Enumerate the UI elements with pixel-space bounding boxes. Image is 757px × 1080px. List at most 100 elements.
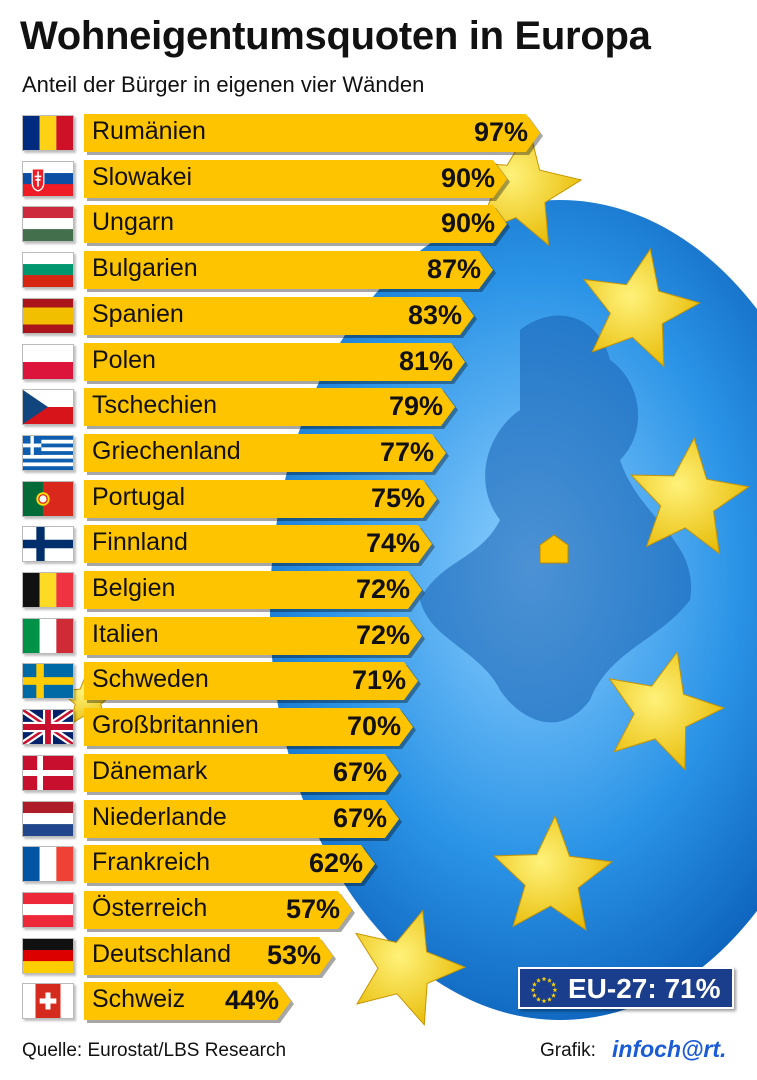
value-label: 97%: [473, 117, 528, 147]
bar: [84, 571, 422, 609]
it-flag-icon: [22, 618, 74, 654]
bar: [84, 525, 432, 563]
value-label: 81%: [398, 346, 453, 376]
dk-flag-icon: [22, 755, 74, 791]
eu-mini-star: [547, 996, 552, 1002]
eu-star: [492, 814, 614, 931]
eu-star: [354, 909, 467, 1027]
bar-row: Schweden 71%: [0, 662, 757, 700]
value-label: 74%: [365, 528, 420, 558]
bar-row: Portugal 75%: [0, 480, 757, 518]
eu-flag-icon: [530, 976, 558, 1004]
value-label: 67%: [332, 757, 387, 787]
bar: [84, 845, 375, 883]
bar: [84, 388, 455, 426]
bar-row: Großbritannien 70%: [0, 708, 757, 746]
bar-row: Spanien 83%: [0, 297, 757, 335]
category-label: Griechenland: [92, 437, 241, 465]
fr-flag-icon: [22, 846, 74, 882]
category-label: Bulgarien: [92, 254, 198, 282]
category-label: Belgien: [92, 574, 176, 602]
eu-star: [608, 650, 726, 771]
ro-flag-icon: [22, 115, 74, 151]
value-label: 75%: [370, 483, 425, 513]
category-label: Slowakei: [92, 163, 193, 191]
category-label: Frankreich: [92, 848, 211, 876]
ch-flag-icon: [22, 983, 74, 1019]
bar: [84, 982, 291, 1020]
eu-average-badge: EU-27: 71%: [518, 967, 734, 1009]
eu-mini-star: [532, 992, 537, 998]
eu-mini-star: [536, 996, 541, 1002]
nl-flag-icon: [22, 801, 74, 837]
value-label: 70%: [346, 711, 401, 741]
eu-mini-star: [547, 977, 552, 983]
category-label: Polen: [92, 346, 156, 374]
category-label: Ungarn: [92, 208, 174, 236]
value-label: 62%: [308, 848, 363, 878]
eu-mini-star: [530, 987, 536, 993]
bar-row: Finnland 74%: [0, 525, 757, 563]
house-icon: [539, 534, 569, 564]
bar-row: Frankreich 62%: [0, 845, 757, 883]
cz-flag-icon: [22, 389, 74, 425]
bar: [84, 891, 352, 929]
eu-mini-star: [551, 992, 556, 998]
bar-row: Rumänien 97%: [0, 114, 757, 152]
eu-mini-star: [536, 977, 541, 983]
fi-flag-icon: [22, 526, 74, 562]
value-label: 77%: [379, 437, 434, 467]
eu-mini-star: [541, 976, 547, 982]
bar-row: Belgien 72%: [0, 571, 757, 609]
category-label: Spanien: [92, 300, 184, 328]
value-label: 57%: [285, 894, 340, 924]
value-label: 71%: [351, 665, 406, 695]
pt-flag-icon: [22, 481, 74, 517]
value-label: 83%: [407, 300, 462, 330]
bar: [84, 251, 493, 289]
value-label: 79%: [388, 391, 443, 421]
se-flag-icon: [22, 663, 74, 699]
value-label: 44%: [224, 985, 279, 1015]
bar-row: Tschechien 79%: [0, 388, 757, 426]
bar-row: Niederlande 67%: [0, 800, 757, 838]
value-label: 72%: [355, 620, 410, 650]
at-flag-icon: [22, 892, 74, 928]
category-label: Rumänien: [92, 117, 206, 145]
value-label: 87%: [426, 254, 481, 284]
category-label: Portugal: [92, 483, 186, 511]
bar: [84, 662, 418, 700]
es-flag-icon: [22, 298, 74, 334]
bar: [84, 205, 507, 243]
category-label: Deutschland: [92, 940, 231, 968]
category-label: Italien: [92, 620, 159, 648]
bar: [84, 343, 465, 381]
category-label: Österreich: [92, 894, 208, 922]
eu-star: [582, 247, 701, 368]
chart-title: Wohneigentumsquoten in Europa: [20, 14, 651, 58]
bar: [84, 297, 474, 335]
category-label: Schweiz: [92, 985, 186, 1013]
chart-subtitle: Anteil der Bürger in eigenen vier Wänden: [22, 72, 425, 97]
bar-row: Österreich 57%: [0, 891, 757, 929]
credit-logo: infoch@rt.: [612, 1036, 727, 1062]
category-label: Dänemark: [92, 757, 208, 785]
bar-row: Schweiz 44%: [0, 982, 757, 1020]
source-note: Quelle: Eurostat/LBS Research: [22, 1040, 287, 1061]
bar-row: Bulgarien 87%: [0, 251, 757, 289]
bar: [84, 617, 422, 655]
gb-flag-icon: [22, 709, 74, 745]
hu-flag-icon: [22, 206, 74, 242]
bg-flag-icon: [22, 252, 74, 288]
pl-flag-icon: [22, 344, 74, 380]
be-flag-icon: [22, 572, 74, 608]
bar-row: Polen 81%: [0, 343, 757, 381]
bar: [84, 434, 446, 472]
category-label: Großbritannien: [92, 711, 259, 739]
bar: [84, 114, 540, 152]
eu-mini-star: [552, 987, 558, 993]
bar-row: Griechenland 77%: [0, 434, 757, 472]
eu-mini-star: [532, 981, 537, 987]
value-label: 90%: [440, 208, 495, 238]
